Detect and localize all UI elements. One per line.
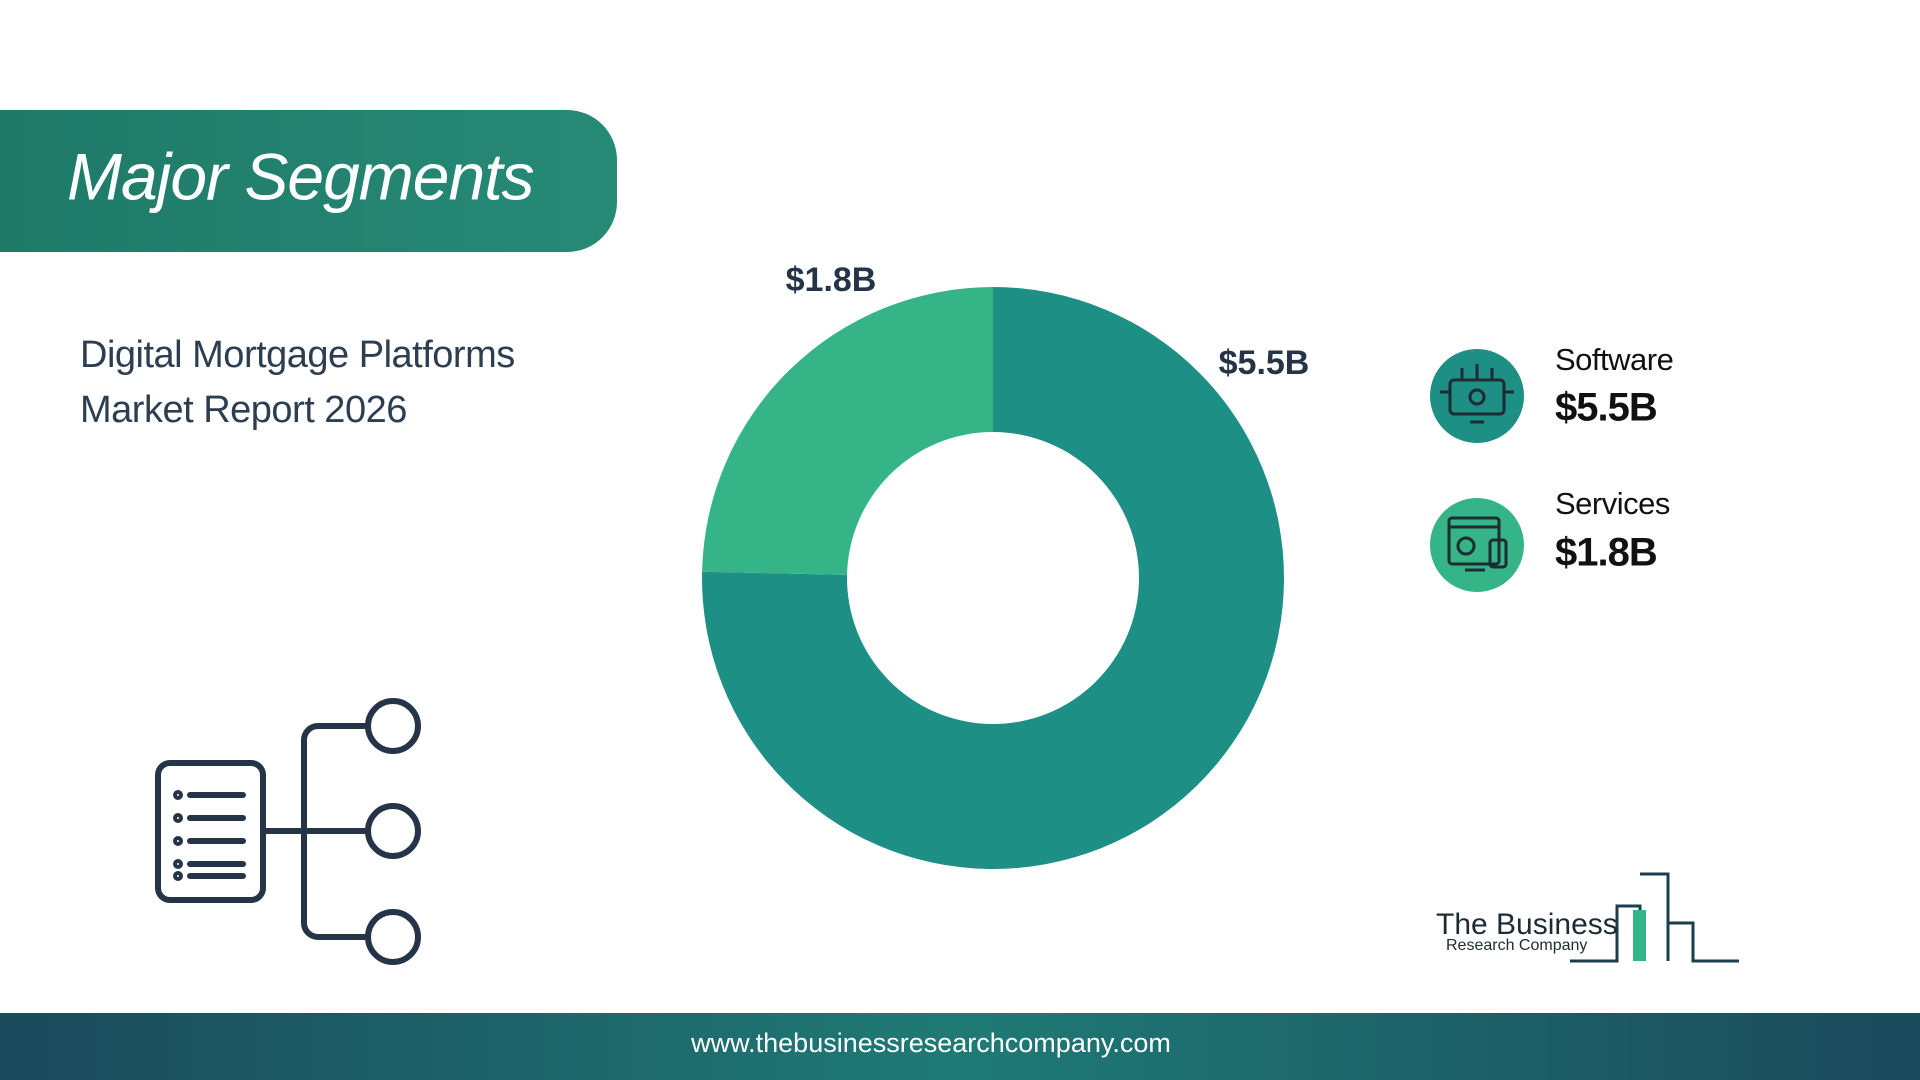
segments-icon: [155, 698, 421, 965]
data-label: $1.8B: [786, 261, 877, 299]
software-icon: [1430, 349, 1524, 443]
footer-url: www.thebusinessresearchcompany.com: [690, 1028, 1171, 1058]
header-banner: [0, 110, 617, 252]
footer-bar: [0, 1013, 1920, 1080]
legend-value: $5.5B: [1555, 386, 1657, 430]
legend-value: $1.8B: [1555, 531, 1657, 575]
slide-title: Major Segments: [67, 139, 534, 213]
donut-slice: [702, 287, 993, 575]
data-label: $5.5B: [1219, 344, 1310, 382]
logo-subname: Research Company: [1446, 937, 1587, 954]
subtitle-box: Digital Mortgage Platforms Market Report…: [80, 334, 515, 431]
subtitle: Digital Mortgage Platforms Market Report…: [80, 334, 515, 431]
logo-name: The Business: [1436, 908, 1618, 941]
legend-label: Software: [1555, 342, 1673, 377]
legend-label: Services: [1555, 486, 1670, 521]
donut-slice: [702, 287, 1284, 870]
services-icon: [1430, 498, 1524, 592]
logo-mark: [1570, 872, 1739, 963]
